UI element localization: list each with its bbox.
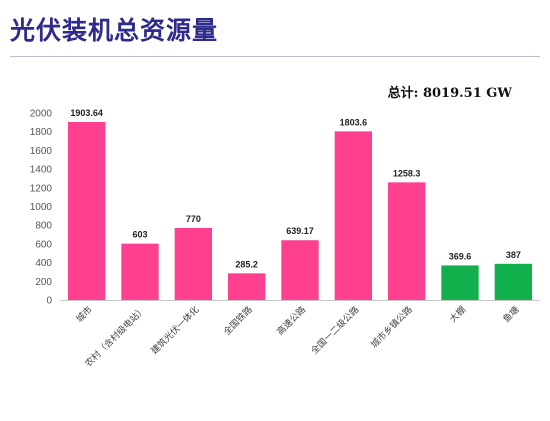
y-tick-label: 800 — [35, 221, 52, 232]
category-label: 全国铁路 — [221, 304, 255, 338]
data-label: 369.6 — [449, 251, 472, 261]
y-tick-label: 600 — [35, 239, 52, 250]
category-label: 建筑光伏一体化 — [148, 304, 201, 357]
y-tick-label: 1000 — [30, 202, 53, 213]
bar — [121, 243, 159, 300]
bar — [174, 228, 212, 300]
data-label: 603 — [132, 230, 147, 240]
category-label: 高速公路 — [274, 304, 308, 338]
y-tick-label: 1200 — [30, 183, 53, 194]
data-label: 1803.6 — [340, 117, 368, 127]
category-label: 城市乡镇公路 — [368, 304, 415, 351]
y-tick-label: 1800 — [30, 127, 53, 138]
title-divider — [10, 56, 540, 57]
y-tick-label: 1600 — [30, 146, 53, 157]
bar — [441, 265, 479, 300]
bar — [388, 182, 426, 300]
category-label: 大棚 — [447, 304, 468, 325]
bar — [494, 263, 532, 300]
y-tick-label: 200 — [35, 277, 52, 288]
category-label: 城市 — [74, 304, 95, 325]
y-tick-label: 1400 — [30, 165, 53, 176]
category-label: 鱼塘 — [500, 304, 521, 325]
total-capacity-text: 总计: 8019.51 GW — [387, 86, 512, 101]
data-label: 639.17 — [286, 226, 314, 236]
y-tick-label: 2000 — [30, 109, 53, 120]
data-label: 387 — [506, 250, 521, 260]
y-tick-label: 0 — [46, 296, 52, 307]
data-label: 1903.64 — [70, 108, 103, 118]
y-tick-label: 400 — [35, 258, 52, 269]
bars — [68, 122, 532, 300]
data-label: 770 — [186, 214, 201, 224]
bar — [334, 131, 372, 300]
bar — [281, 240, 319, 300]
bar — [228, 273, 266, 300]
bar — [68, 122, 106, 300]
slide-title: 光伏装机总资源量 — [10, 16, 219, 45]
category-labels: 城市农村（含村级电站） 建筑光伏一体化 全国铁路 高速公路 全国一二级公路 城市乡镇公路大… — [74, 304, 522, 370]
data-labels: 1903.64 603 770 285.2 639.17 1803.6 1258.3 369.… — [70, 108, 520, 269]
data-label: 285.2 — [235, 259, 258, 269]
category-label: 全国一二级公路 — [308, 304, 361, 357]
y-axis-ticks: 0 200 400 600 800 1000 1200 1400 1600 1800 2000 — [30, 109, 53, 307]
data-label: 1258.3 — [393, 168, 421, 178]
